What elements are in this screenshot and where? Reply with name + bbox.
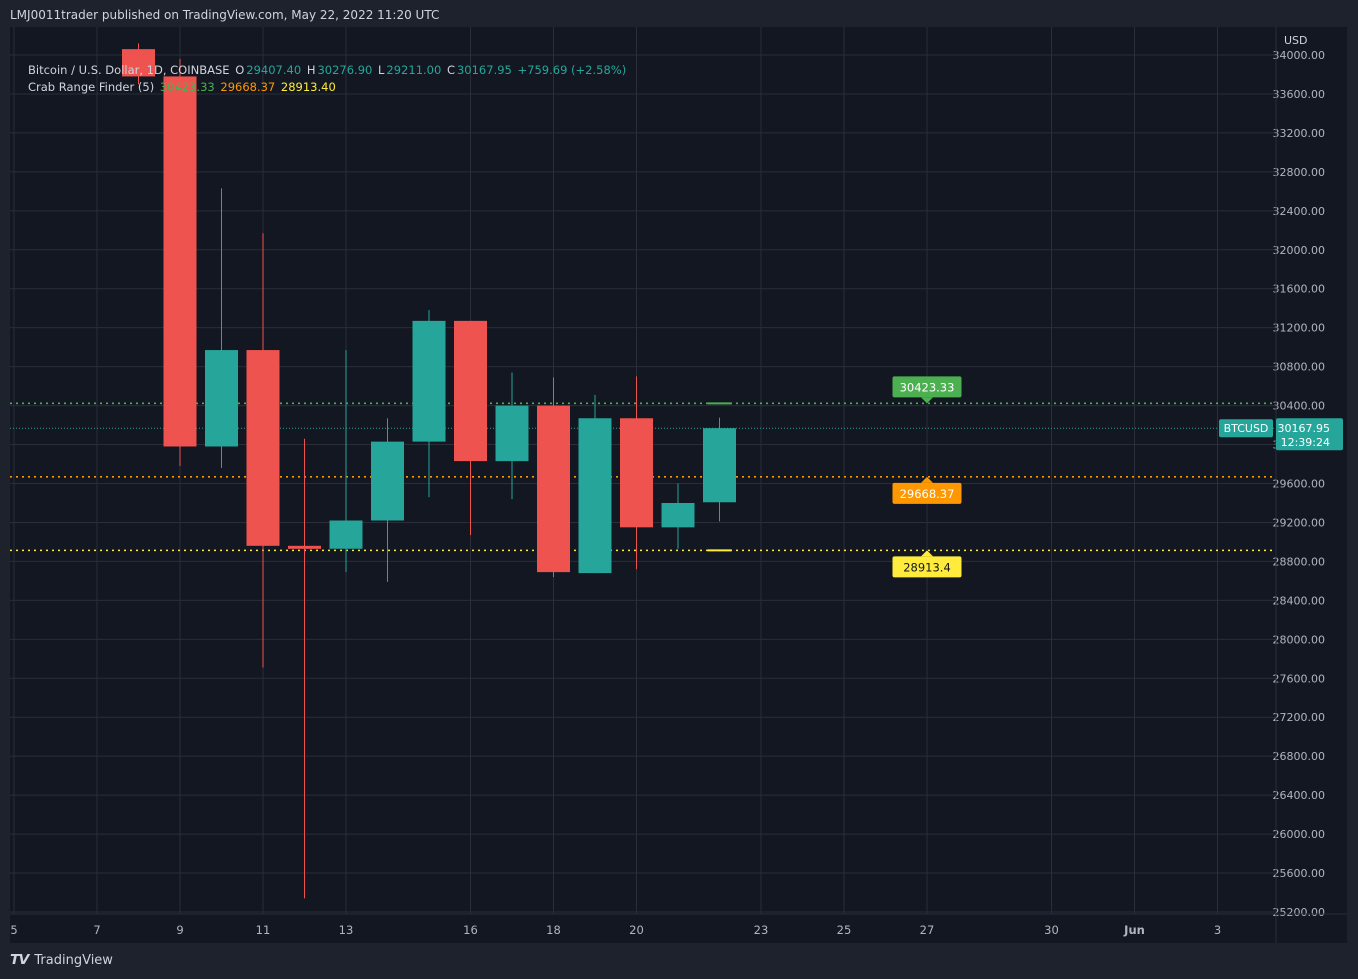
legend-symbol[interactable]: Bitcoin / U.S. Dollar, 1D, COINBASE (28, 63, 230, 77)
legend-low-value: 29211.00 (386, 63, 442, 77)
symbol-tag-box (1219, 419, 1273, 438)
candle-body (703, 428, 736, 503)
legend-close-value: 30167.95 (456, 63, 512, 77)
candle-body (661, 502, 695, 528)
lower-level-label-text: 28913.4 (903, 560, 951, 574)
time-tick-label: 25 (837, 923, 852, 937)
currency-label: USD (1284, 34, 1308, 47)
price-tick-label: 27200.00 (1273, 711, 1326, 724)
time-tick-label: 13 (339, 923, 354, 937)
candle-body (412, 320, 446, 442)
upper-level-label: 30423.33 (892, 376, 962, 404)
symbol-tag-text: BTCUSD (1224, 422, 1269, 435)
price-tick-label: 28800.00 (1273, 555, 1326, 568)
upper-level-label-text: 30423.33 (900, 380, 955, 394)
price-tick-label: 32800.00 (1273, 166, 1326, 179)
legend-low-label: L (378, 63, 385, 77)
candle-body (205, 350, 238, 447)
time-tick-label: 20 (629, 923, 644, 937)
legend-open-label: O (235, 63, 245, 77)
lower-level-label: 28913.4 (892, 550, 962, 578)
publisher-line: LMJ0011trader published on TradingView.c… (10, 8, 440, 22)
price-tick-label: 30400.00 (1273, 400, 1326, 413)
symbol-tag: BTCUSD (1219, 419, 1273, 438)
time-tick-label: 9 (176, 923, 183, 937)
price-tick-label: 31600.00 (1273, 283, 1326, 296)
time-tick-label: 5 (10, 923, 17, 937)
price-tick-label: 34000.00 (1273, 49, 1326, 62)
candlestick-chart[interactable]: 34000.00 33600.00 33200.00 32800.00 32400.00… (10, 27, 1347, 943)
mid-level-label-pointer (921, 476, 933, 483)
price-tick-label: 33600.00 (1273, 88, 1326, 101)
mid-level-label-text: 29668.37 (900, 487, 955, 501)
legend-close-label: C (446, 63, 455, 77)
mid-level-label: 29668.37 (892, 476, 962, 504)
price-tick-label: 31200.00 (1273, 322, 1326, 335)
legend-open-value: 29407.40 (246, 63, 302, 77)
upper-level-label-pointer (921, 397, 933, 404)
candle-body (246, 350, 280, 546)
candle-body (329, 520, 363, 549)
lower-level-label-pointer (921, 550, 933, 557)
last-price-tag-box (1276, 418, 1343, 451)
indicator-lower-value: 28913.40 (280, 80, 336, 94)
time-tick-label: 27 (920, 923, 935, 937)
mid-level-label-box (892, 482, 962, 504)
price-tick-label: 32000.00 (1273, 244, 1326, 257)
time-tick-label: 18 (546, 923, 561, 937)
legend-change: +759.69 (+2.58%) (517, 63, 627, 77)
price-tick-label: 25200.00 (1273, 906, 1326, 919)
upper-level-label-box (892, 376, 962, 398)
candle-body (620, 418, 653, 528)
price-tick-label: 27600.00 (1273, 672, 1326, 685)
legend-high-label: H (306, 63, 316, 77)
price-tick-label: 26800.00 (1273, 750, 1326, 763)
time-tick-label: 11 (256, 923, 271, 937)
bar-countdown: 12:39:24 (1281, 436, 1330, 449)
indicator-upper-value: 30423.33 (159, 80, 215, 94)
candle-body (454, 320, 487, 462)
last-price-value: 30167.95 (1278, 422, 1331, 435)
time-tick-label: 23 (754, 923, 769, 937)
legend-high-value: 30276.90 (317, 63, 373, 77)
candle-body (495, 405, 529, 462)
candle-body (163, 76, 197, 447)
price-tick-label: 26000.00 (1273, 828, 1326, 841)
price-tick-label: 29200.00 (1273, 516, 1326, 529)
time-tick-label: 16 (463, 923, 478, 937)
candle-body (578, 418, 612, 574)
footer-brand: TradingView (34, 952, 113, 968)
candle-body (371, 441, 404, 521)
price-tick-label: 25600.00 (1273, 867, 1326, 880)
indicator-name[interactable]: Crab Range Finder (5) (28, 80, 155, 94)
footer: 𝙏𝙑 TradingView (10, 952, 113, 968)
candle-body (122, 49, 155, 77)
price-tick-label: 26400.00 (1273, 789, 1326, 802)
time-tick-label: Jun (1123, 923, 1145, 937)
lower-level-label-box (892, 556, 962, 578)
price-tick-label: 28400.00 (1273, 594, 1326, 607)
time-tick-label: 7 (93, 923, 100, 937)
chart-legend: Bitcoin / U.S. Dollar, 1D, COINBASE O 294… (28, 62, 628, 96)
chart-panel[interactable]: 34000.00 33600.00 33200.00 32800.00 32400.00… (10, 27, 1347, 943)
price-tick-label: 29600.00 (1273, 478, 1326, 491)
price-tick-label: 28000.00 (1273, 633, 1326, 646)
tradingview-logo-icon: 𝙏𝙑 (10, 952, 29, 968)
price-tick-label: 33200.00 (1273, 127, 1326, 140)
indicator-mid-value: 29668.37 (220, 80, 276, 94)
price-tick-label: 30800.00 (1273, 361, 1326, 374)
time-tick-label: 30 (1044, 923, 1059, 937)
time-tick-label: 3 (1214, 923, 1221, 937)
candle-body (288, 545, 321, 549)
price-tick-label: 32400.00 (1273, 205, 1326, 218)
candle-body (537, 405, 570, 573)
